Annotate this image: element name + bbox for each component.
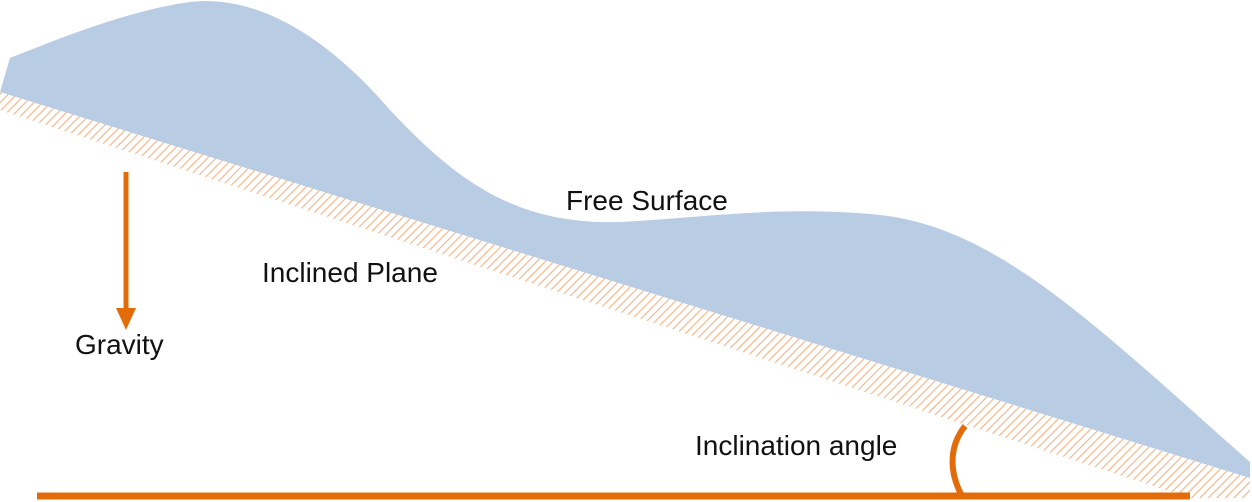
fluid-body xyxy=(0,1,1250,479)
inclined-plane-label: Inclined Plane xyxy=(262,257,438,288)
inclination-angle-arc xyxy=(949,424,968,498)
inclined-plane-hatch xyxy=(0,92,1250,498)
inclination-angle-label: Inclination angle xyxy=(695,430,898,461)
free-surface-label: Free Surface xyxy=(566,185,728,216)
gravity-arrow-head xyxy=(116,308,136,330)
gravity-label: Gravity xyxy=(75,329,164,360)
